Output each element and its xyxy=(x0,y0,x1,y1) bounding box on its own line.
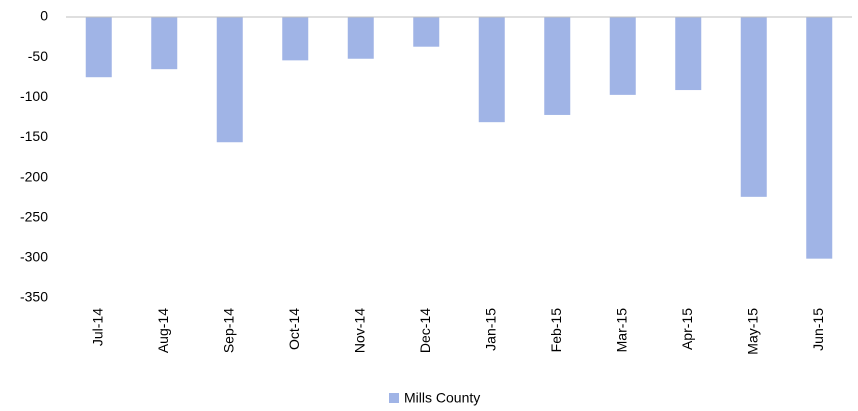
bar xyxy=(544,17,571,115)
bar xyxy=(85,17,112,78)
x-tick-label: Oct-14 xyxy=(286,308,302,350)
bar xyxy=(478,17,505,123)
legend-label: Mills County xyxy=(404,390,480,406)
bar xyxy=(282,17,309,61)
y-tick-label: 0 xyxy=(40,8,48,24)
x-tick-label: Jul-14 xyxy=(89,308,105,346)
x-tick-label: May-15 xyxy=(744,308,760,355)
bar xyxy=(609,17,636,95)
x-tick-label: Jan-15 xyxy=(482,308,498,351)
x-tick-label: Jun-15 xyxy=(810,308,826,351)
y-tick-label: -100 xyxy=(20,88,48,104)
bar xyxy=(347,17,374,59)
y-tick-label: -250 xyxy=(20,208,48,224)
x-tick-label: Feb-15 xyxy=(548,308,564,353)
y-tick-label: -50 xyxy=(28,48,48,64)
legend-swatch xyxy=(389,393,399,403)
bar xyxy=(806,17,833,259)
bar xyxy=(413,17,440,47)
x-tick-label: Aug-14 xyxy=(155,308,171,353)
bar xyxy=(675,17,702,91)
x-tick-label: Mar-15 xyxy=(613,308,629,353)
bar xyxy=(216,17,243,143)
y-tick-label: -150 xyxy=(20,128,48,144)
bar xyxy=(151,17,178,70)
y-tick-label: -300 xyxy=(20,249,48,265)
x-tick-label: Nov-14 xyxy=(351,308,367,353)
y-tick-label: -350 xyxy=(20,289,48,305)
y-tick-label: -200 xyxy=(20,168,48,184)
x-tick-label: Dec-14 xyxy=(417,308,433,353)
x-tick-label: Sep-14 xyxy=(220,308,236,353)
bar xyxy=(740,17,767,197)
x-tick-label: Apr-15 xyxy=(679,308,695,350)
